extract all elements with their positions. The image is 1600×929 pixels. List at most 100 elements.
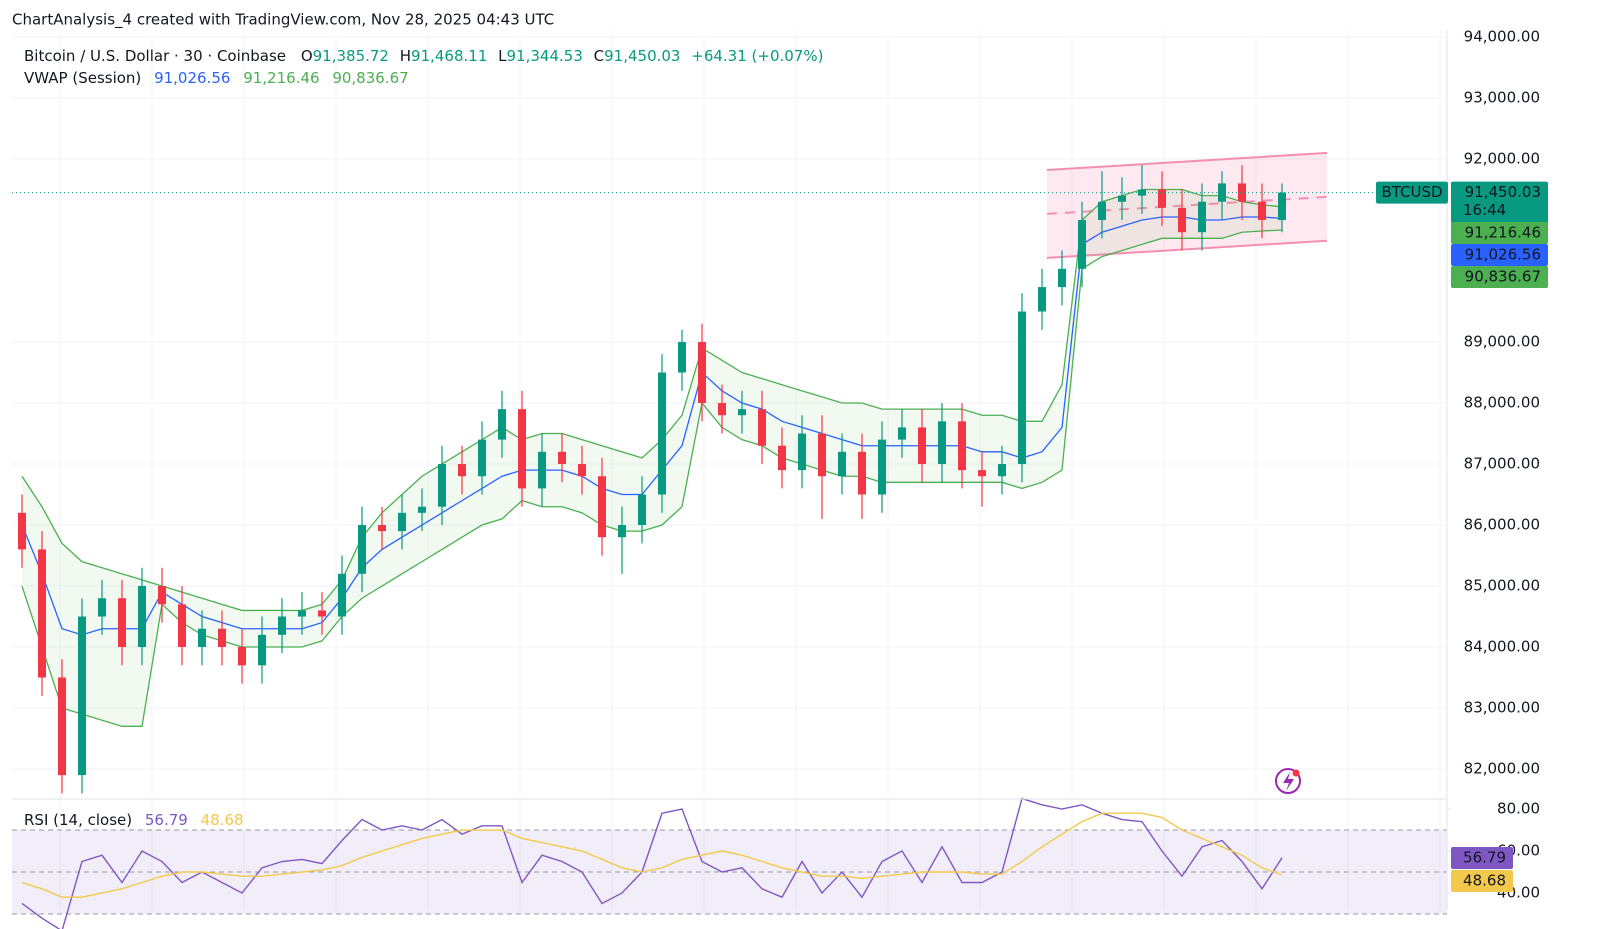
rsi-ma-value: 48.68 [201,811,244,829]
candle-body [1198,201,1206,233]
candle-body [898,427,906,440]
candle-body [738,409,746,416]
candle-body [258,634,266,666]
legend-indicator: VWAP (Session) 91,026.56 91,216.46 90,83… [24,69,409,87]
candle-body [1038,287,1046,312]
scale-labels: 82,000.00 83,000.00 84,000.00 85,000.00 86,0… [1376,28,1548,901]
candle-body [538,451,546,489]
candle-body [1098,201,1106,221]
candle-body [378,525,386,532]
indicator-price-box [1451,222,1548,244]
rsi-value-label: 56.79 [1463,849,1506,867]
y-tick-label: 87,000.00 [1464,455,1540,473]
symbol-tag-box [1376,181,1448,204]
candle-body [78,616,86,776]
y-tick-label: 80.00 [1497,800,1540,818]
ohlc-value: 91,450.03 [604,47,680,65]
countdown: 16:44 [1463,201,1506,219]
ohlc-key: O [301,47,313,65]
y-tick-label: 84,000.00 [1464,638,1540,656]
candle-body [1058,268,1066,288]
candle-body [918,427,926,465]
candle-body [518,409,526,489]
candle-body [398,512,406,532]
indicator-price-box [1451,244,1548,266]
indicator-name: VWAP (Session) [24,69,141,87]
candle-body [978,470,986,477]
y-tick-label: 88,000.00 [1464,394,1540,412]
candle-body [418,506,426,513]
rsi-value-box [1451,847,1513,869]
candle-body [158,586,166,605]
y-tick-label: 85,000.00 [1464,577,1540,595]
candle-body [718,403,726,416]
ohlc-value: 91,344.53 [507,47,583,65]
candle-body [318,610,326,617]
candle-body [1258,201,1266,221]
candle-body [478,439,486,477]
candle-body [638,494,646,526]
ohlc-key: L [498,47,507,65]
indicator-price-label: 90,836.67 [1465,268,1541,286]
y-tick-label: 83,000.00 [1464,699,1540,717]
candle-body [338,573,346,617]
candle-body [1118,195,1126,202]
rsi-value: 56.79 [145,811,188,829]
plot-area [12,30,1451,929]
legend-main: Bitcoin / U.S. Dollar · 30 · Coinbase O9… [24,47,823,65]
candle-body [1078,220,1086,269]
candle-body [758,409,766,446]
indicator-price-label: 91,026.56 [1465,246,1541,264]
header: ChartAnalysis_4 created with TradingView… [12,11,554,30]
rsi-name: RSI (14, close) [24,811,132,829]
candle-body [578,464,586,477]
candle-body [1138,189,1146,196]
y-tick-label: 86,000.00 [1464,516,1540,534]
candle-body [1178,207,1186,233]
candle-body [438,464,446,507]
candle-body [938,421,946,465]
change: +64.31 (+0.07%) [691,47,823,65]
candle-body [1218,183,1226,202]
candle-body [18,512,26,550]
candle-body [218,628,226,648]
candle-body [138,586,146,648]
candle-body [1238,183,1246,202]
indicator-value: 90,836.67 [332,69,408,87]
candle-body [678,342,686,373]
candle-body [658,372,666,495]
rsi-value-label: 48.68 [1463,872,1506,890]
symbol: Bitcoin / U.S. Dollar · 30 · Coinbase [24,47,286,65]
last-price-box [1451,181,1548,224]
indicator-value: 91,026.56 [154,69,230,87]
vwap-line [21,188,1283,612]
candle-body [118,598,126,648]
candle-body [878,439,886,495]
ohlc-key: C [594,47,604,65]
rsi-line [21,797,1283,929]
candle-body [458,464,466,477]
y-tick-label: 93,000.00 [1464,89,1540,107]
channel-line [1046,239,1328,259]
candle-body [1278,192,1286,221]
rsi-line [21,812,1283,898]
candle-body [998,464,1006,477]
y-tick-label: 89,000.00 [1464,333,1540,351]
alert-icon[interactable] [1275,768,1301,794]
candle-body [558,451,566,465]
vwap-line [21,216,1283,636]
candle-body [838,451,846,477]
candle-body [98,598,106,617]
candle-body [958,421,966,471]
candle-body [598,476,606,538]
candle-body [38,549,46,678]
channel-line [1046,151,1328,171]
ohlc-key: H [400,47,411,65]
y-tick-label: 92,000.00 [1464,150,1540,168]
candle-body [298,610,306,617]
ohlc-value: 91,385.72 [313,47,389,65]
vwap-line [21,229,1283,727]
candle-body [818,433,826,477]
symbol-tag: BTCUSD [1381,183,1442,201]
